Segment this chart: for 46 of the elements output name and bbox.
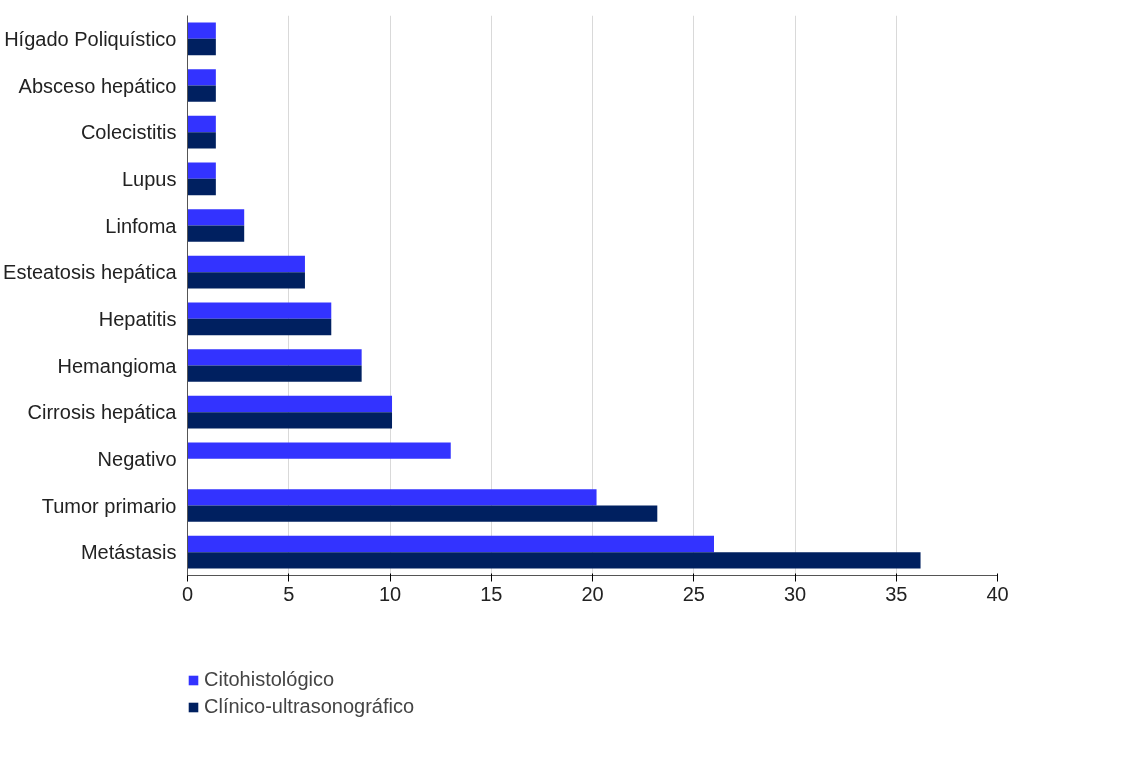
bar: [187, 162, 216, 179]
y-tick-label: Esteatosis hepática: [3, 261, 178, 284]
bar: [187, 209, 245, 226]
x-tick-label: 15: [480, 582, 503, 605]
bar: [187, 318, 332, 336]
bar: [187, 349, 362, 366]
bar: [187, 85, 216, 102]
bar: [187, 69, 216, 86]
bar: [187, 505, 658, 522]
y-tick-label: Negativo: [97, 447, 177, 470]
x-tick-label: 35: [885, 582, 908, 605]
x-tick-label: 10: [378, 582, 402, 605]
bar: [187, 489, 597, 506]
bar: [187, 552, 921, 569]
x-tick-label: 20: [581, 582, 604, 605]
x-tick-label: 5: [283, 582, 295, 605]
bar: [187, 38, 216, 56]
bar: [187, 302, 332, 319]
bar: [187, 395, 393, 413]
bar: [187, 412, 393, 429]
bar: [187, 272, 305, 289]
bar: [187, 255, 305, 273]
bar: [187, 132, 216, 149]
bar: [187, 365, 362, 382]
x-tick-label: 0: [181, 582, 194, 605]
x-tick-label: 40: [986, 582, 1009, 605]
y-tick-label: Metástasis: [80, 541, 177, 564]
y-tick-label: Tumor primario: [41, 494, 177, 517]
x-tick-label: 25: [682, 582, 705, 605]
bar: [187, 178, 216, 196]
bar: [187, 535, 714, 553]
y-tick-label: Hepatitis: [98, 307, 177, 330]
y-tick-label: Cirrosis hepática: [27, 401, 178, 424]
bar: [187, 225, 245, 242]
y-tick-label: Hemangioma: [57, 354, 178, 377]
bar: [187, 442, 451, 459]
legend-label: Citohistológico: [204, 668, 335, 692]
x-tick-label: 30: [783, 582, 807, 605]
y-tick-label: Linfoma: [105, 214, 178, 237]
y-tick-label: Colecistitis: [80, 121, 177, 144]
bar: [187, 22, 216, 39]
bar: [187, 115, 216, 133]
y-tick-label: Hígado Poliquístico: [4, 27, 177, 50]
y-tick-label: Absceso hepático: [18, 74, 177, 97]
legend-label: Clínico-ultrasonográfico: [204, 695, 415, 719]
y-tick-label: Lupus: [122, 167, 177, 190]
